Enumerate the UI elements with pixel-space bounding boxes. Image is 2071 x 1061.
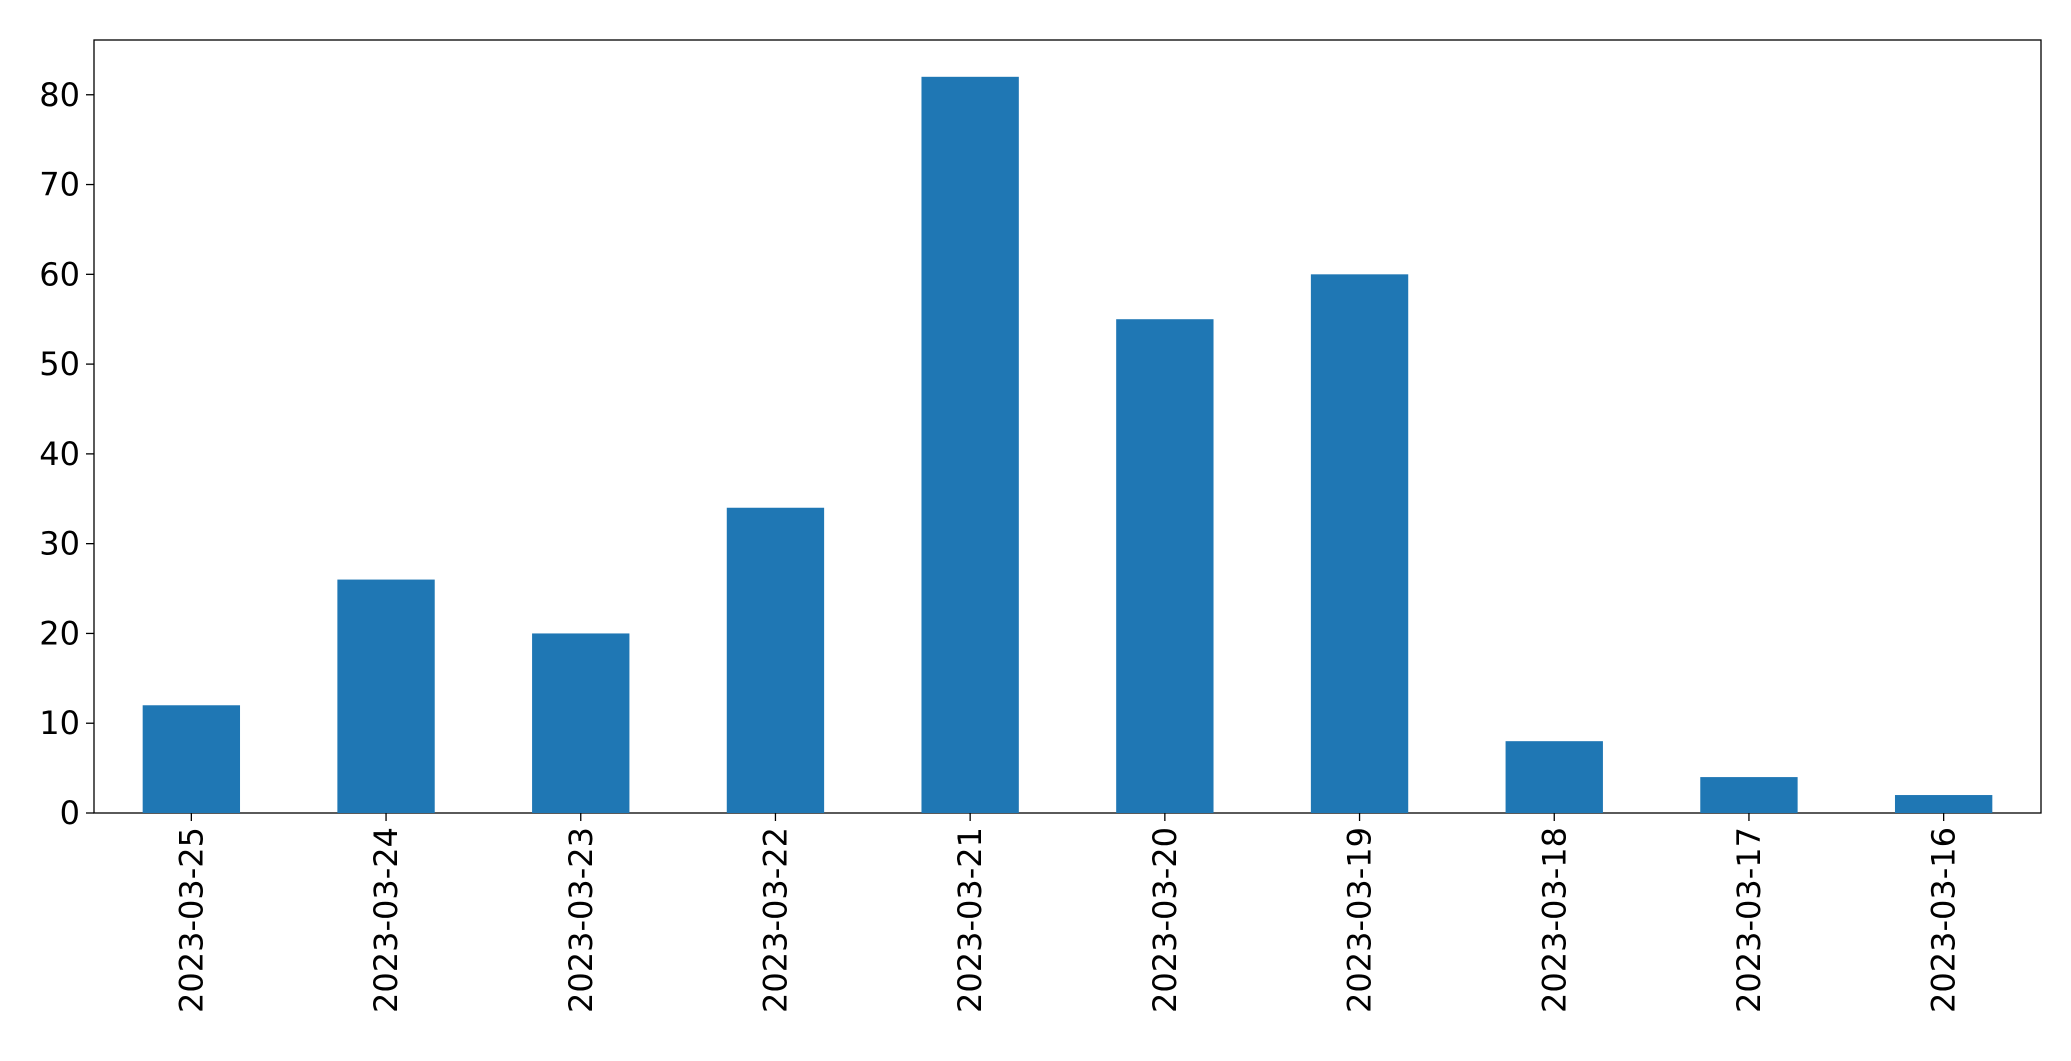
x-tick-label: 2023-03-20 [1146, 827, 1184, 1013]
bar [1505, 741, 1603, 813]
y-tick-label: 70 [39, 166, 80, 204]
y-tick-label: 50 [39, 345, 80, 383]
y-tick-label: 0 [60, 794, 80, 832]
y-tick-label: 80 [39, 76, 80, 114]
y-tick-label: 30 [39, 525, 80, 563]
bar [142, 705, 241, 813]
x-tick-label: 2023-03-18 [1535, 827, 1573, 1013]
bar [1894, 795, 1993, 813]
bar [1116, 319, 1214, 813]
bar [1310, 274, 1409, 813]
bar [532, 633, 630, 813]
x-tick-label: 2023-03-25 [172, 827, 210, 1013]
bar [1700, 777, 1798, 813]
plot-frame [93, 39, 2042, 814]
x-tick-label: 2023-03-23 [562, 827, 600, 1013]
bar [921, 76, 1019, 814]
x-tick-label: 2023-03-19 [1341, 827, 1379, 1013]
bar [337, 579, 435, 813]
y-tick-label: 20 [39, 614, 80, 652]
y-tick-label: 40 [39, 435, 80, 473]
x-tick-label: 2023-03-16 [1925, 827, 1963, 1013]
x-tick-label: 2023-03-21 [951, 827, 989, 1013]
x-tick-label: 2023-03-22 [756, 827, 794, 1013]
y-tick-label: 60 [39, 255, 80, 293]
y-tick-label: 10 [39, 704, 80, 742]
bar [726, 507, 825, 813]
x-tick-label: 2023-03-17 [1730, 827, 1768, 1013]
x-tick-label: 2023-03-24 [367, 827, 405, 1013]
